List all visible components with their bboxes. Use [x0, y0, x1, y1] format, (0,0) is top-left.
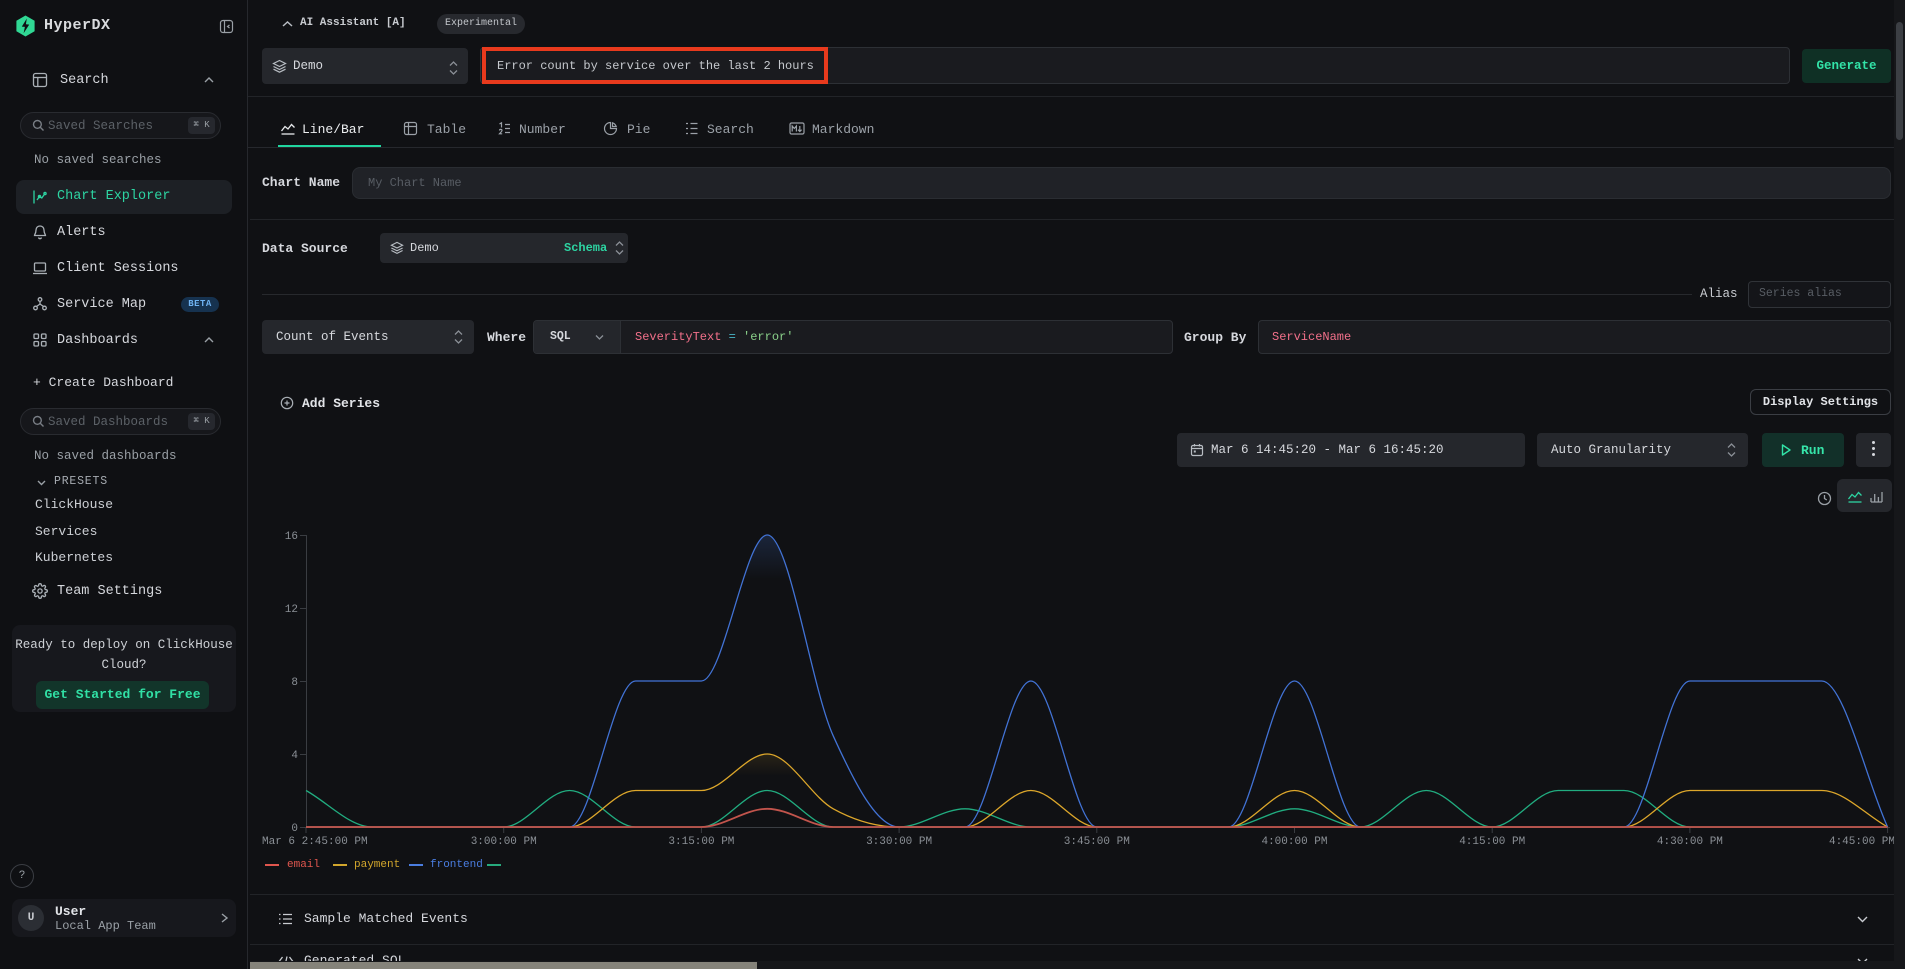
- svg-text:16: 16: [285, 531, 298, 543]
- svg-text:3:30:00 PM: 3:30:00 PM: [866, 836, 932, 848]
- svg-text:4:00:00 PM: 4:00:00 PM: [1261, 836, 1327, 848]
- svg-text:3:45:00 PM: 3:45:00 PM: [1064, 836, 1130, 848]
- svg-text:3:15:00 PM: 3:15:00 PM: [668, 836, 734, 848]
- svg-text:4:45:00 PM: 4:45:00 PM: [1829, 836, 1895, 848]
- svg-text:4:15:00 PM: 4:15:00 PM: [1459, 836, 1525, 848]
- svg-text:0: 0: [291, 823, 298, 835]
- svg-text:12: 12: [285, 604, 298, 616]
- svg-text:3:00:00 PM: 3:00:00 PM: [471, 836, 537, 848]
- svg-text:4: 4: [291, 750, 298, 762]
- svg-text:Mar 6 2:45:00 PM: Mar 6 2:45:00 PM: [262, 836, 368, 848]
- svg-text:4:30:00 PM: 4:30:00 PM: [1657, 836, 1723, 848]
- svg-text:8: 8: [291, 677, 298, 689]
